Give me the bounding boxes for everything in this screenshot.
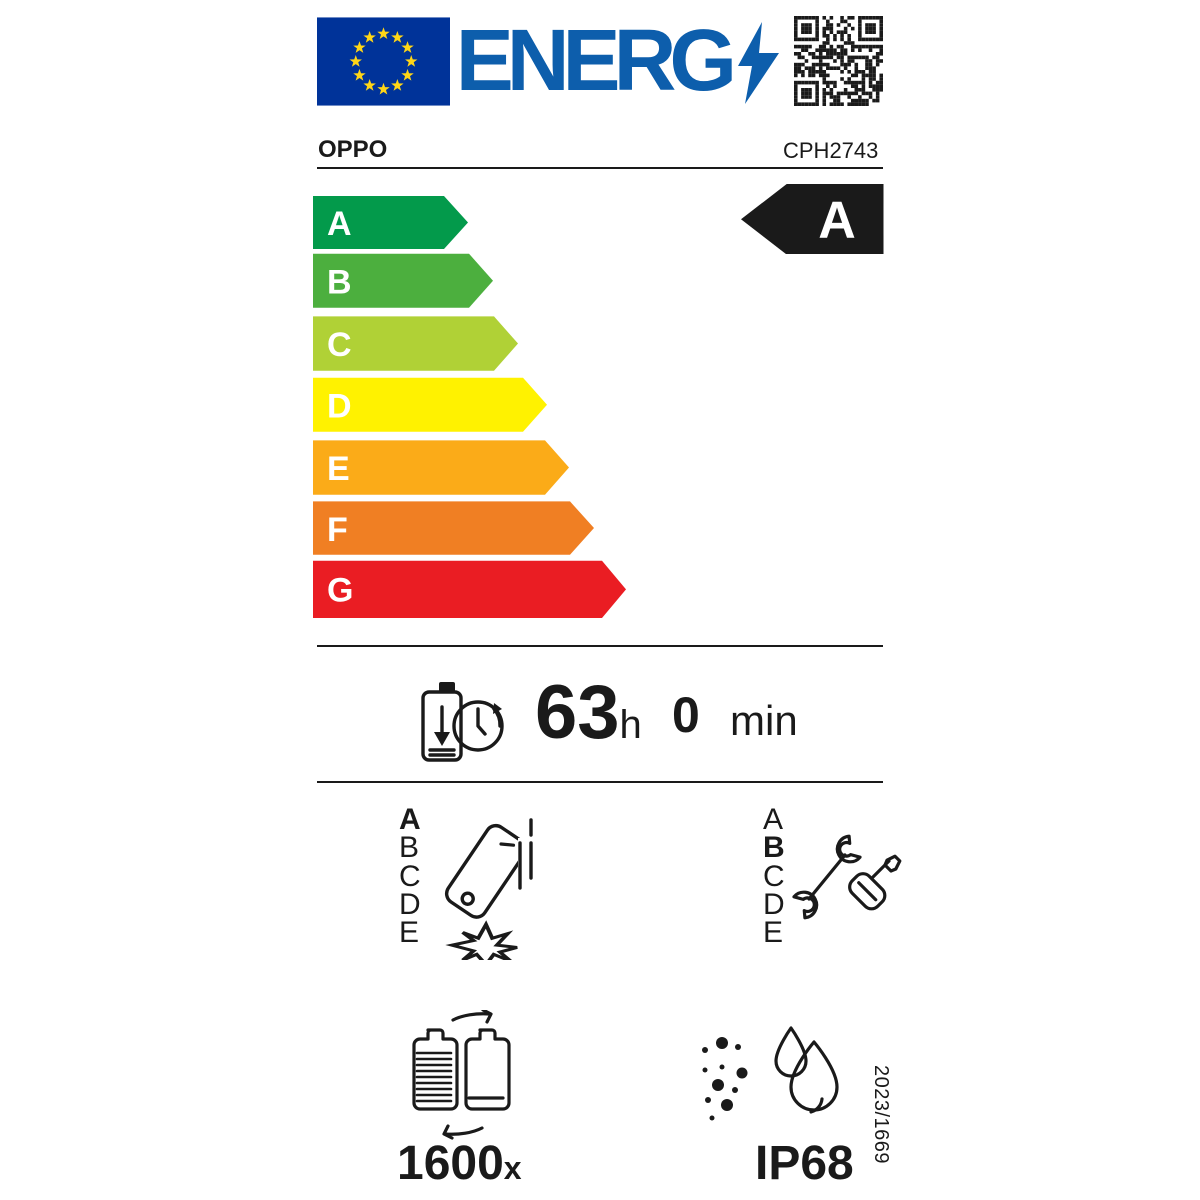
svg-text:G: G [327, 572, 353, 610]
svg-text:E: E [327, 450, 350, 488]
svg-text:C: C [327, 326, 352, 364]
svg-text:F: F [327, 511, 348, 549]
svg-text:A: A [327, 205, 352, 243]
svg-text:D: D [327, 387, 352, 425]
svg-text:B: B [327, 263, 352, 301]
svg-text:A: A [818, 191, 856, 249]
